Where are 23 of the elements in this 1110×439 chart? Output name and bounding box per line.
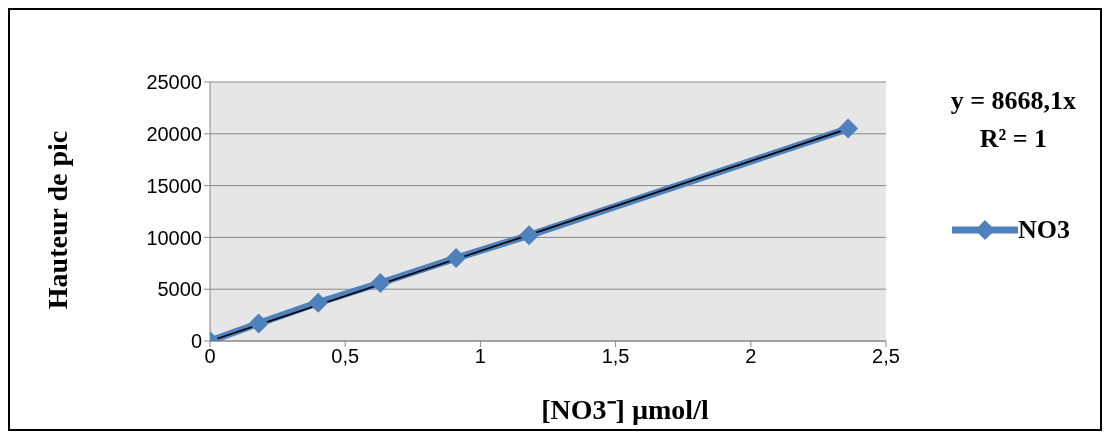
y-tick-label: 10000 bbox=[146, 226, 202, 249]
legend-label: NO3 bbox=[1018, 215, 1070, 245]
y-axis-title: Hauteur de pic bbox=[42, 130, 74, 310]
point bbox=[370, 272, 391, 293]
x-tick-label: 0,5 bbox=[331, 345, 360, 368]
y-tick-label: 25000 bbox=[146, 71, 202, 94]
x-tick-label: 2,5 bbox=[872, 345, 900, 368]
x-axis-title: [NO3⁻] µmol/l bbox=[540, 393, 710, 427]
y-tick-label: 20000 bbox=[146, 122, 202, 145]
point bbox=[446, 248, 467, 269]
x-tick-label: 2 bbox=[745, 345, 757, 368]
y-tick-label: 15000 bbox=[146, 174, 202, 197]
point bbox=[838, 118, 859, 139]
x-tick-label: 1,5 bbox=[601, 345, 630, 368]
point bbox=[519, 225, 540, 246]
text: R² = 1 bbox=[978, 123, 1049, 155]
point bbox=[308, 292, 329, 313]
y-tick-label: 0 bbox=[190, 330, 202, 353]
text: y = 8668,1x bbox=[950, 85, 1076, 117]
point bbox=[248, 313, 269, 334]
x-tick-label: 1 bbox=[474, 345, 486, 368]
x-tick-label: 0 bbox=[204, 345, 216, 368]
y-tick-label: 5000 bbox=[157, 278, 202, 301]
